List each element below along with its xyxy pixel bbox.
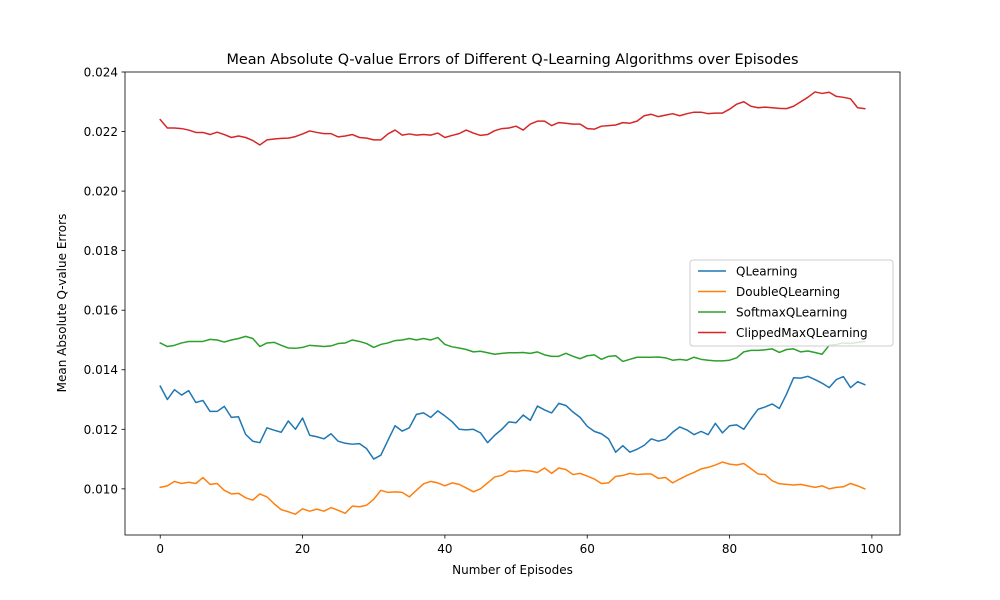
x-tick-label: 20 xyxy=(295,542,310,556)
y-tick-label: 0.010 xyxy=(84,482,118,496)
y-tick-label: 0.014 xyxy=(84,363,118,377)
x-tick-label: 80 xyxy=(722,542,737,556)
series-line-QLearning xyxy=(159,375,866,460)
series-line-ClippedMaxQLearning xyxy=(159,91,866,146)
x-axis: 0 20 40 60 80 100 xyxy=(156,535,883,556)
legend-label: DoubleQLearning xyxy=(736,285,840,299)
series-line-SoftmaxQLearning xyxy=(159,335,866,363)
y-tick-label: 0.024 xyxy=(84,66,118,80)
y-tick-label: 0.020 xyxy=(84,185,118,199)
legend-label: QLearning xyxy=(736,265,798,279)
y-tick-label: 0.012 xyxy=(84,423,118,437)
y-axis: 0.010 0.012 0.014 0.016 0.018 0.020 0.022 0.024 xyxy=(84,66,125,496)
legend: QLearning DoubleQLearning SoftmaxQLearning… xyxy=(689,259,894,347)
chart-title: Mean Absolute Q-value Errors of Differen… xyxy=(226,52,798,68)
y-tick-label: 0.018 xyxy=(84,244,118,258)
y-tick-label: 0.016 xyxy=(84,304,118,318)
series-layer xyxy=(159,91,866,515)
x-tick-label: 100 xyxy=(860,542,883,556)
x-axis-title: Number of Episodes xyxy=(452,563,573,577)
x-tick-label: 60 xyxy=(580,542,595,556)
x-tick-label: 0 xyxy=(156,542,164,556)
legend-label: SoftmaxQLearning xyxy=(736,306,847,320)
x-tick-label: 40 xyxy=(437,542,452,556)
y-axis-title: Mean Absolute Q-value Errors xyxy=(55,214,69,393)
legend-frame xyxy=(689,259,894,347)
series-line-DoubleQLearning xyxy=(159,461,866,515)
legend-label: ClippedMaxQLearning xyxy=(736,326,868,340)
y-tick-label: 0.022 xyxy=(84,125,118,139)
